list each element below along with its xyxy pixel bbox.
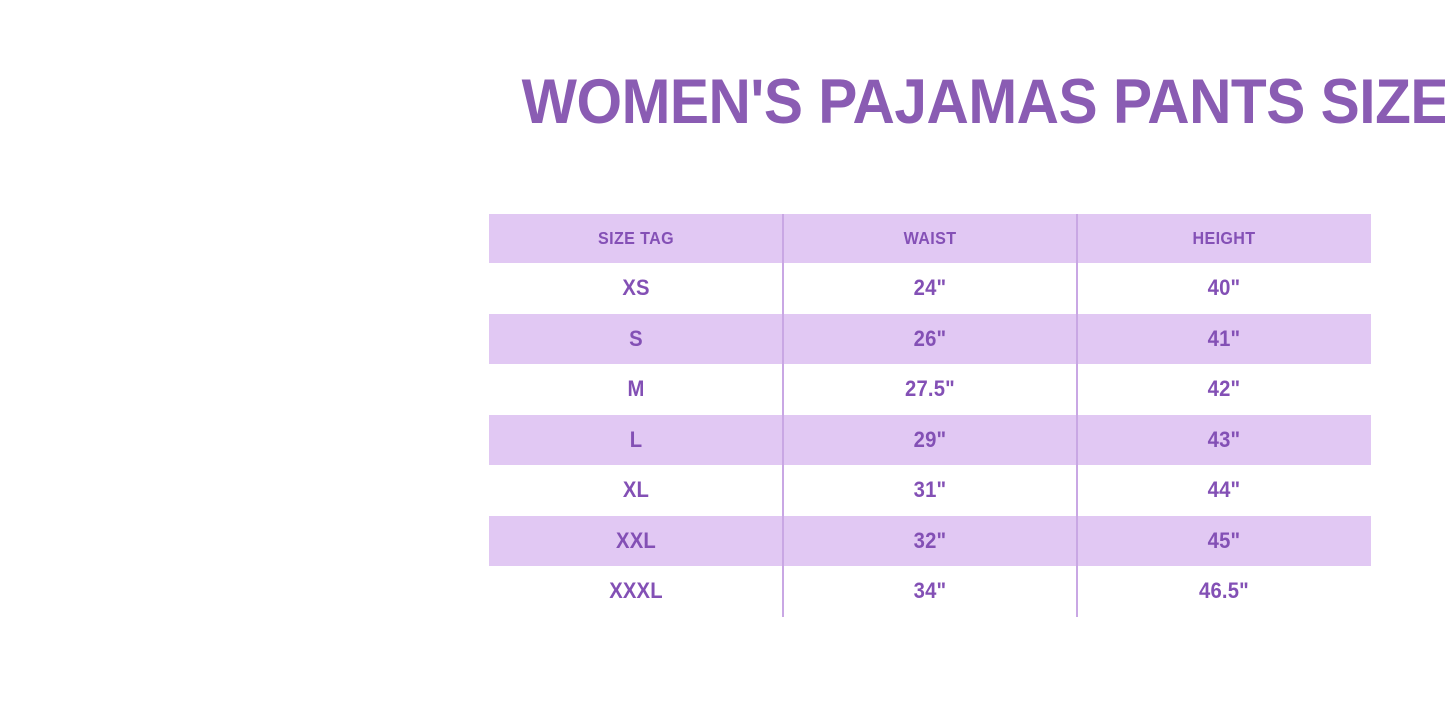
cell-waist: 26" [913,325,947,351]
cell-size-tag: XL [622,477,650,503]
column-header-size-tag: SIZE TAG [597,228,674,248]
cell-size-tag: L [629,426,643,452]
page-title: WOMEN'S PAJAMAS PANTS SIZE CHART [521,67,1445,137]
cell-height: 42" [1207,376,1241,402]
cell-height: 40" [1207,275,1241,301]
column-divider-line [782,214,784,617]
cell-height: 45" [1207,527,1241,553]
table-row: XL 31" 44" [489,465,1371,516]
table-header: SIZE TAG WAIST HEIGHT [489,214,1371,263]
column-header-waist: WAIST [903,228,957,248]
cell-height: 44" [1207,477,1241,503]
cell-waist: 27.5" [905,376,955,402]
cell-size-tag: M [627,376,645,402]
cell-waist: 31" [913,477,947,503]
cell-height: 43" [1207,426,1241,452]
table-row: M 27.5" 42" [489,364,1371,415]
cell-waist: 32" [913,527,947,553]
table-row: XS 24" 40" [489,263,1371,314]
table-body: XS 24" 40" S 26" 41" M 27.5" 42" L 29" 4… [489,263,1371,617]
cell-height: 41" [1207,325,1241,351]
cell-height: 46.5" [1199,578,1249,604]
table-header-row: SIZE TAG WAIST HEIGHT [489,214,1371,263]
table-row: S 26" 41" [489,313,1371,364]
cell-size-tag: S [629,325,643,351]
size-chart-table: SIZE TAG WAIST HEIGHT XS 24" 40" S 26" 4… [489,214,1371,617]
cell-size-tag: XXL [616,527,656,553]
cell-waist: 24" [913,275,947,301]
cell-waist: 34" [913,578,947,604]
table-row: XXXL 34" 46.5" [489,566,1371,617]
column-divider-line [1076,214,1078,617]
cell-size-tag: XS [622,275,650,301]
column-header-height: HEIGHT [1192,228,1256,248]
table-row: XXL 32" 45" [489,515,1371,566]
table-row: L 29" 43" [489,414,1371,465]
cell-waist: 29" [913,426,947,452]
cell-size-tag: XXXL [609,578,663,604]
